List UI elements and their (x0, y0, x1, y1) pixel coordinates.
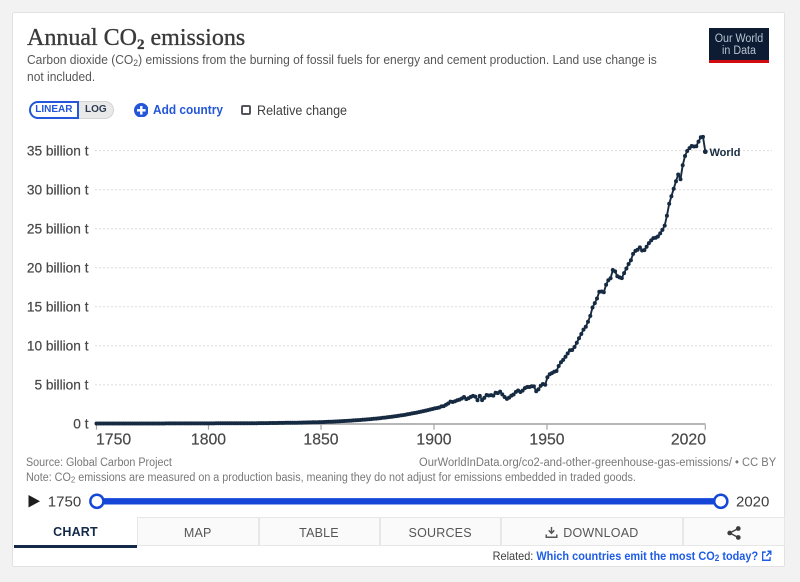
svg-text:World: World (710, 147, 741, 159)
svg-text:1900: 1900 (416, 431, 451, 448)
svg-text:20 billion t: 20 billion t (27, 260, 89, 275)
svg-text:25 billion t: 25 billion t (27, 221, 89, 236)
svg-text:2020: 2020 (671, 431, 706, 448)
svg-text:35 billion t: 35 billion t (27, 143, 89, 158)
svg-text:1750: 1750 (96, 431, 131, 448)
svg-text:2020: 2020 (736, 493, 769, 510)
svg-text:1750: 1750 (48, 493, 81, 510)
svg-text:30 billion t: 30 billion t (27, 182, 89, 197)
svg-text:1800: 1800 (191, 431, 226, 448)
svg-text:1950: 1950 (529, 431, 564, 448)
svg-text:1850: 1850 (303, 431, 338, 448)
svg-text:15 billion t: 15 billion t (27, 300, 89, 315)
svg-text:5 billion t: 5 billion t (34, 378, 88, 393)
svg-text:0 t: 0 t (73, 416, 88, 431)
svg-text:10 billion t: 10 billion t (27, 339, 89, 354)
